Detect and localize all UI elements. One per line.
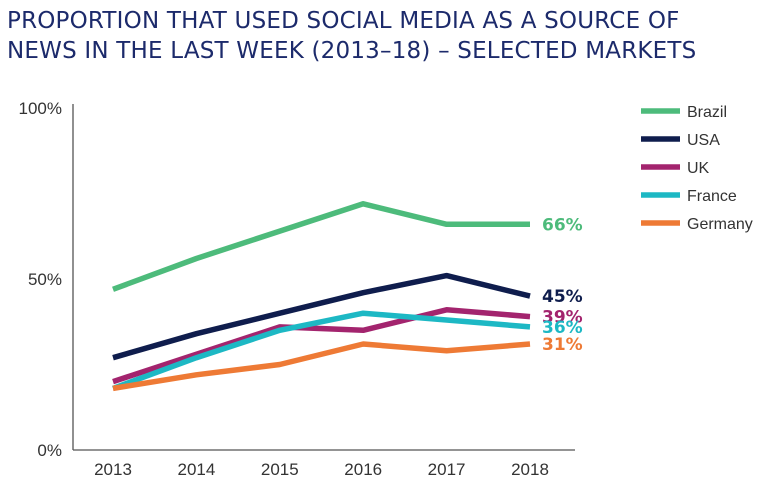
end-label-germany: 31% [542,335,583,355]
series-line-france [112,310,531,391]
chart-legend: Brazil USA UK France Germany [641,104,753,233]
x-tick-label: 2015 [261,460,299,479]
end-label-usa: 45% [542,287,583,307]
end-label-brazil: 66% [542,215,583,235]
end-labels: 66% 45%39%36%31% [542,215,583,355]
legend-label-usa: USA [687,132,720,149]
y-tick-label: 50% [28,270,62,289]
y-tick-label: 100% [19,99,62,118]
legend-label-brazil: Brazil [687,104,727,121]
legend-label-uk: UK [687,160,710,177]
chart-title-line1: PROPORTION THAT USED SOCIAL MEDIA AS A S… [7,8,680,34]
chart-axes: 0% 50% 100% 2013 2014 2015 2016 2017 2018 [19,99,575,479]
x-tick-label: 2018 [511,460,549,479]
series-line-brazil [112,201,530,292]
x-tick-label: 2017 [428,460,466,479]
chart-lines [112,201,531,392]
x-tick-label: 2014 [177,460,215,479]
x-tick-label: 2016 [344,460,382,479]
chart-title: PROPORTION THAT USED SOCIAL MEDIA AS A S… [7,6,747,66]
series-line-uk [112,307,531,385]
end-label-france: 36% [542,318,583,338]
chart-title-line2: NEWS IN THE LAST WEEK (2013–18) – SELECT… [7,38,697,64]
legend-label-france: France [687,188,737,205]
legend-label-germany: Germany [687,216,753,233]
series-line-germany [112,341,531,392]
x-tick-label: 2013 [94,460,132,479]
y-tick-label: 0% [37,441,62,460]
end-label-uk: 39% [542,308,583,328]
series-line-usa [112,272,531,361]
